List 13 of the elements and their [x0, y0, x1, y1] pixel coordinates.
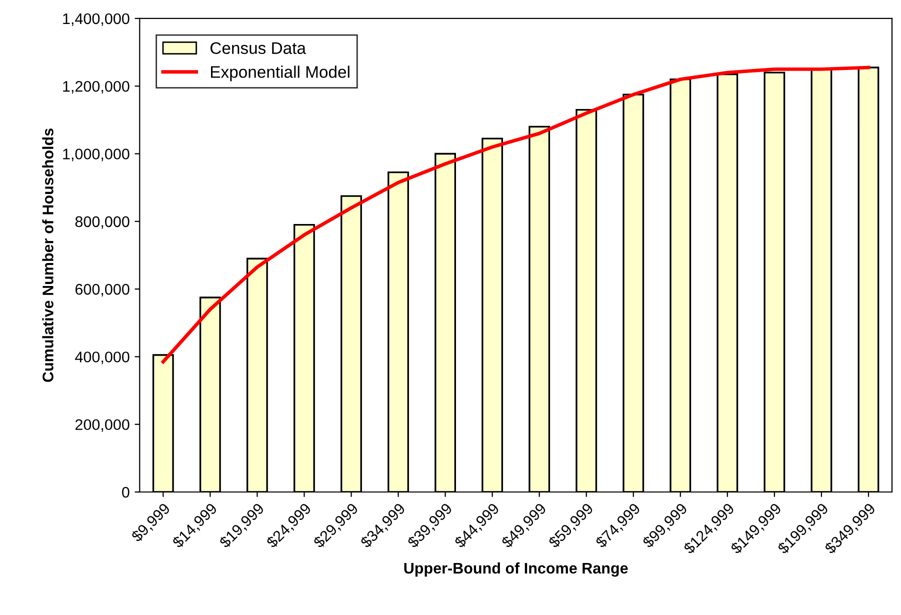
y-tick-label: 600,000 [75, 284, 130, 297]
y-tick-label: 1,400,000 [63, 13, 130, 26]
y-tick-label: 1,000,000 [63, 148, 130, 162]
line-series [161, 66, 870, 364]
y-tick-label: 800,000 [75, 216, 130, 229]
x-axis-title: Upper-Bound of Income Range [404, 562, 628, 577]
legend-label: Census Data [210, 42, 306, 54]
y-tick-label: 400,000 [75, 352, 130, 364]
y-tick-label: 1,200,000 [63, 80, 130, 94]
y-tick-label: 0 [122, 486, 130, 498]
legend-label: Exponentiall Model [211, 66, 350, 82]
y-tick-label: 200,000 [75, 419, 130, 432]
y-axis-title: Cumulative Number of Households [42, 128, 54, 382]
